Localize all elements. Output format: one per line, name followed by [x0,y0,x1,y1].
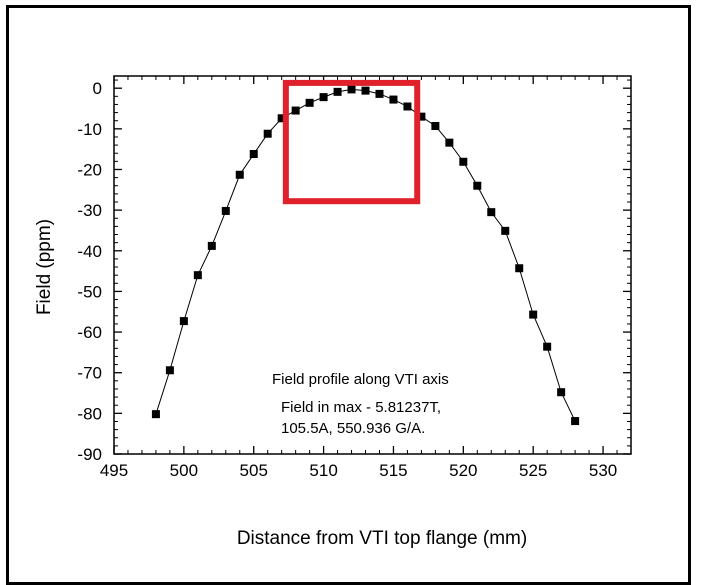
data-point [277,114,286,123]
data-point [389,95,398,104]
data-point [557,388,566,397]
highlight-box [282,79,421,205]
data-point [319,93,328,102]
x-tick-label: 530 [589,461,617,480]
figure-frame [6,5,691,585]
annotation-line-1: Field profile along VTI axis [272,371,449,388]
data-point [403,102,412,111]
data-point [263,129,272,138]
data-point [165,366,174,375]
data-point [193,271,202,280]
x-tick-labels: 495 500 505 510 515 520 525 530 [100,461,617,480]
data-point [207,241,216,250]
data-point [515,264,524,273]
x-tick-label: 500 [170,461,198,480]
x-tick-label: 520 [449,461,477,480]
y-axis-label: Field (ppm) [34,219,55,315]
data-point [291,106,300,115]
data-point [571,417,580,426]
annotation-line-2: Field in max - 5.81237T, [281,399,441,416]
data-point [487,208,496,217]
data-point [459,157,468,166]
x-tick-label: 515 [379,461,407,480]
annotation-line-3: 105.5A, 550.936 G/A. [281,420,425,437]
y-tick-label: -10 [77,120,102,139]
x-tick-label: 505 [240,461,268,480]
data-point [179,317,188,326]
y-tick-label: -20 [77,160,102,179]
x-axis-label: Distance from VTI top flange (mm) [237,528,527,549]
data-point [151,410,160,419]
data-point [417,112,426,121]
plot-area [113,75,632,455]
data-point [529,310,538,319]
data-point [249,150,258,159]
x-tick-label: 510 [309,461,337,480]
data-point [361,86,370,95]
y-tick-label: 0 [93,79,102,98]
data-points [151,85,580,426]
y-tick-label: -80 [77,404,102,423]
data-point [375,89,384,98]
y-tick-label: -50 [77,282,102,301]
data-point [333,87,342,96]
y-tick-labels: 0 -10 -20 -30 -40 -50 -60 -70 -80 -90 [77,79,102,464]
data-point [431,121,440,130]
x-tick-label: 525 [519,461,547,480]
y-tick-label: -40 [77,242,102,261]
data-point [235,170,244,179]
y-tick-label: -90 [77,445,102,464]
x-tick-label: 495 [100,461,128,480]
data-point [543,342,552,351]
field-profile-chart: 495 500 505 510 515 520 525 530 0 -10 -20 -30 -40 -5… [34,75,632,549]
y-tick-label: -60 [77,323,102,342]
y-tick-label: -70 [77,364,102,383]
data-point [473,181,482,190]
data-point [347,85,356,94]
axis-ticks [113,76,632,455]
data-point [221,206,230,215]
data-point [501,226,510,235]
data-point [305,98,314,107]
data-point [445,138,454,147]
y-tick-label: -30 [77,201,102,220]
